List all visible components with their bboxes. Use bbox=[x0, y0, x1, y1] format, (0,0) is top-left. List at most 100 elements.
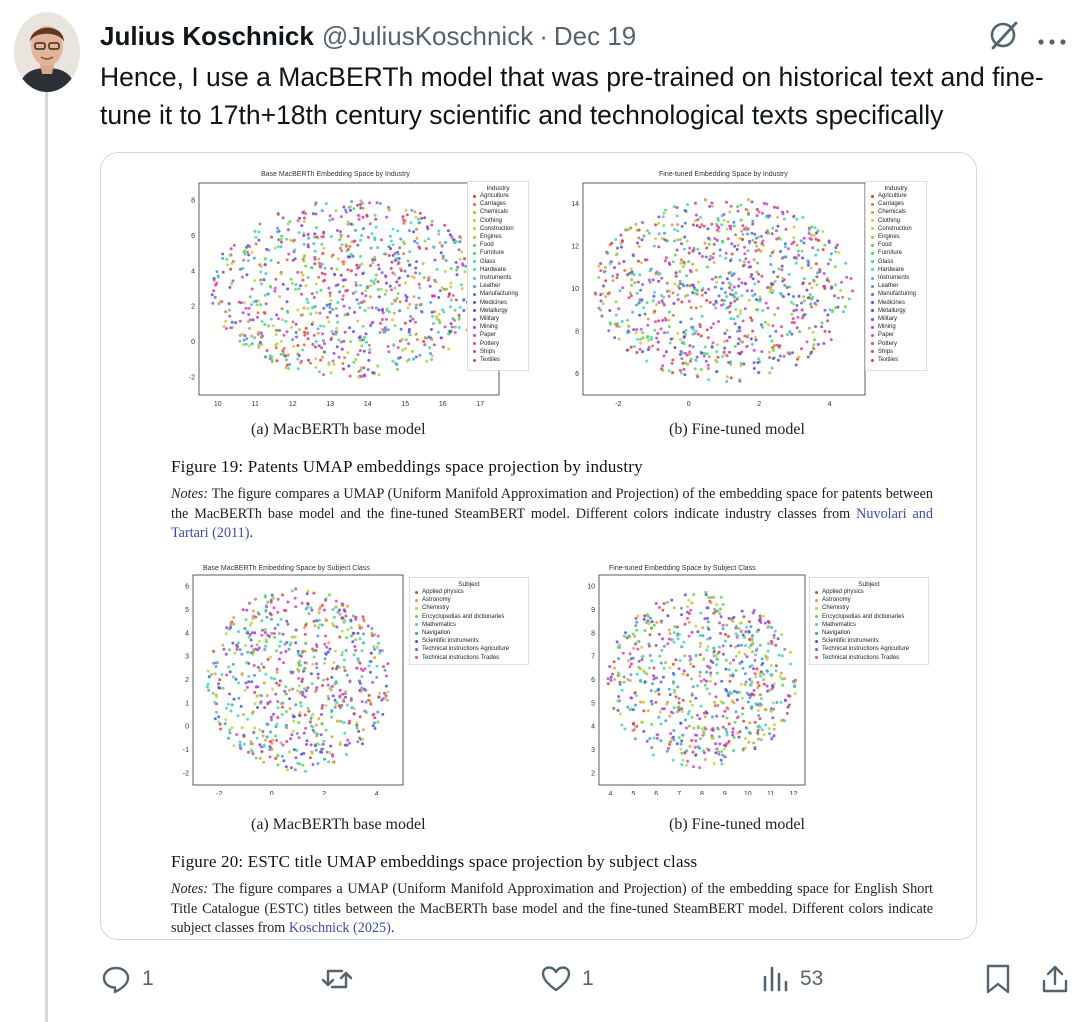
fig20-citation-link[interactable]: Koschnick (2025) bbox=[288, 920, 391, 936]
scatter-point bbox=[627, 227, 631, 231]
scatter-point bbox=[276, 610, 280, 614]
scatter-point bbox=[355, 721, 359, 725]
scatter-point bbox=[298, 328, 301, 332]
scatter-point bbox=[781, 256, 785, 260]
scatter-point bbox=[627, 296, 631, 300]
scatter-point bbox=[698, 323, 702, 326]
scatter-point bbox=[634, 725, 638, 729]
scatter-point bbox=[626, 678, 630, 681]
scatter-point bbox=[717, 752, 721, 756]
repost-button[interactable] bbox=[320, 963, 364, 995]
scatter-point bbox=[221, 270, 225, 274]
scatter-point bbox=[265, 349, 269, 352]
scatter-point bbox=[219, 727, 223, 731]
legend-swatch bbox=[815, 656, 818, 660]
scatter-point bbox=[812, 233, 816, 237]
scatter-point bbox=[771, 716, 775, 720]
scatter-point bbox=[257, 646, 261, 650]
scatter-point bbox=[751, 294, 755, 298]
scatter-point bbox=[752, 688, 756, 692]
scatter-point bbox=[373, 716, 377, 720]
more-options-icon[interactable] bbox=[1037, 23, 1067, 54]
scatter-point bbox=[430, 358, 434, 361]
bookmark-button[interactable] bbox=[984, 963, 1012, 995]
legend-label: Hardware bbox=[480, 266, 507, 273]
scatter-point bbox=[751, 222, 755, 226]
scatter-point bbox=[331, 761, 335, 764]
scatter-point bbox=[257, 345, 261, 349]
scatter-point bbox=[674, 658, 678, 662]
scatter-point bbox=[801, 316, 805, 320]
scatter-point bbox=[333, 682, 337, 686]
scatter-point bbox=[785, 711, 789, 715]
scatter-point bbox=[659, 327, 663, 331]
scatter-point bbox=[247, 674, 251, 678]
scatter-point bbox=[369, 264, 372, 268]
legend-item: Applied physics bbox=[410, 588, 528, 596]
scatter-point bbox=[773, 344, 776, 347]
scatter-point bbox=[283, 354, 287, 358]
author-handle[interactable]: @JuliusKoschnick bbox=[321, 20, 534, 51]
scatter-point bbox=[844, 261, 848, 265]
scatter-point bbox=[372, 280, 376, 284]
tweet-date[interactable]: Dec 19 bbox=[553, 20, 637, 51]
legend-label: Metallurgy bbox=[878, 307, 906, 314]
scatter-point bbox=[245, 245, 248, 249]
scatter-point bbox=[290, 589, 294, 593]
scatter-point bbox=[764, 320, 767, 324]
scatter-point bbox=[638, 313, 642, 317]
scatter-point bbox=[696, 218, 700, 222]
scatter-point bbox=[785, 210, 789, 214]
scatter-point bbox=[776, 215, 779, 219]
scatter-point bbox=[415, 236, 419, 240]
scatter-point bbox=[713, 682, 717, 686]
scatter-point bbox=[391, 271, 395, 275]
scatter-point bbox=[283, 642, 287, 646]
scatter-point bbox=[719, 632, 722, 635]
author-name[interactable]: Julius Koschnick bbox=[100, 20, 314, 51]
scatter-point bbox=[334, 307, 338, 310]
scatter-point bbox=[360, 675, 364, 679]
scatter-point bbox=[681, 758, 685, 762]
scatter-point bbox=[800, 347, 803, 351]
grok-icon[interactable] bbox=[987, 18, 1021, 59]
scatter-point bbox=[704, 198, 708, 202]
scatter-point bbox=[816, 248, 820, 252]
scatter-point bbox=[618, 680, 622, 684]
scatter-point bbox=[330, 709, 334, 712]
scatter-point bbox=[389, 239, 393, 243]
views-button[interactable]: 53 bbox=[762, 963, 823, 995]
fig19-citation-link[interactable]: Nuvolari and Tartari (2011) bbox=[171, 505, 933, 542]
scatter-point bbox=[314, 340, 318, 344]
scatter-point bbox=[288, 220, 292, 224]
scatter-point bbox=[802, 241, 806, 245]
scatter-point bbox=[276, 328, 279, 332]
scatter-point bbox=[319, 733, 323, 737]
scatter-point bbox=[340, 602, 344, 606]
scatter-point bbox=[311, 649, 315, 653]
scatter-point bbox=[662, 602, 666, 605]
avatar[interactable] bbox=[14, 12, 80, 92]
scatter-point bbox=[710, 728, 714, 732]
legend-item: Mining bbox=[866, 323, 926, 331]
scatter-point bbox=[213, 717, 217, 721]
scatter-point bbox=[349, 269, 353, 273]
scatter-point bbox=[330, 622, 334, 625]
scatter-point bbox=[295, 748, 299, 752]
scatter-point bbox=[661, 637, 664, 641]
share-button[interactable] bbox=[1040, 963, 1070, 995]
scatter-point bbox=[725, 354, 729, 358]
scatter-point bbox=[683, 718, 687, 722]
scatter-point bbox=[728, 310, 732, 314]
scatter-point bbox=[412, 230, 416, 234]
scatter-point bbox=[717, 320, 721, 323]
tweet-media-image[interactable]: Base MacBERTh Embedding Space by Industr… bbox=[100, 152, 977, 940]
scatter-point bbox=[751, 642, 755, 646]
scatter-point bbox=[613, 266, 616, 270]
scatter-point bbox=[762, 201, 766, 205]
like-button[interactable]: 1 bbox=[540, 963, 594, 995]
reply-button[interactable]: 1 bbox=[100, 963, 154, 995]
scatter-point bbox=[297, 661, 301, 665]
scatter-point bbox=[341, 278, 345, 282]
scatter-point bbox=[785, 286, 789, 289]
